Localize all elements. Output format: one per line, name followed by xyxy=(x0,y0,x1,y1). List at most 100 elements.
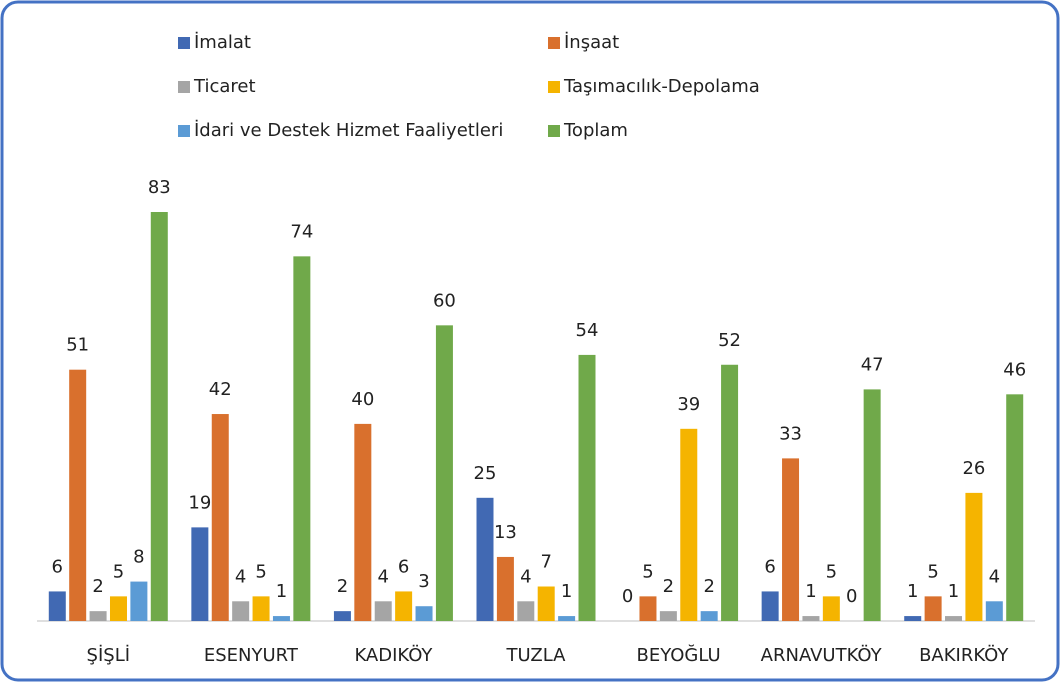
data-label: 51 xyxy=(66,335,89,356)
legend-label: Ticaret xyxy=(193,76,256,97)
data-label: 60 xyxy=(433,290,456,311)
data-label: 39 xyxy=(677,394,700,415)
data-label: 54 xyxy=(576,320,599,341)
data-label: 2 xyxy=(703,576,714,597)
bar xyxy=(48,591,66,621)
bar xyxy=(802,616,820,621)
data-label: 0 xyxy=(622,586,633,607)
bar xyxy=(985,601,1003,621)
x-tick-label: BAKIRKÖY xyxy=(919,644,1009,666)
bar xyxy=(863,389,881,621)
bar xyxy=(415,606,433,621)
bar xyxy=(680,428,698,621)
bar xyxy=(252,596,270,621)
data-label: 74 xyxy=(290,221,313,242)
bar xyxy=(130,581,148,621)
legend-swatch xyxy=(548,37,560,49)
x-tick-label: ESENYURT xyxy=(204,645,299,666)
data-label: 2 xyxy=(337,576,348,597)
data-label: 83 xyxy=(148,177,171,198)
bar xyxy=(395,591,413,621)
data-label: 0 xyxy=(846,586,857,607)
bar xyxy=(89,611,107,621)
legend-swatch xyxy=(178,81,190,93)
data-label: 19 xyxy=(188,492,211,513)
data-label: 6 xyxy=(764,556,775,577)
data-label: 7 xyxy=(540,552,551,573)
bar xyxy=(782,458,800,621)
bar xyxy=(109,596,127,621)
bar xyxy=(761,591,779,621)
x-tick-label: BEYOĞLU xyxy=(636,644,720,666)
data-label: 33 xyxy=(779,423,802,444)
data-label: 1 xyxy=(561,581,572,602)
bar xyxy=(904,616,922,621)
bar xyxy=(333,611,351,621)
data-label: 40 xyxy=(351,389,374,410)
data-label: 8 xyxy=(133,547,144,568)
data-label: 13 xyxy=(494,522,517,543)
bar xyxy=(374,601,392,621)
data-label: 2 xyxy=(92,576,103,597)
x-tick-label: ARNAVUTKÖY xyxy=(761,644,883,666)
bar xyxy=(1006,394,1024,621)
data-label: 6 xyxy=(52,556,63,577)
data-label: 4 xyxy=(378,566,389,587)
data-label: 47 xyxy=(861,354,884,375)
bar xyxy=(822,596,840,621)
data-label: 52 xyxy=(718,330,741,351)
data-label: 1 xyxy=(276,581,287,602)
bar xyxy=(578,354,596,621)
bar xyxy=(211,414,229,621)
bar xyxy=(558,616,576,621)
data-label: 46 xyxy=(1003,359,1026,380)
data-label: 1 xyxy=(907,581,918,602)
data-label: 5 xyxy=(113,561,124,582)
data-label: 5 xyxy=(927,561,938,582)
bar xyxy=(700,611,718,621)
legend-label: Taşımacılık-Depolama xyxy=(563,76,760,97)
x-tick-label: ŞİŞLİ xyxy=(87,645,131,666)
data-label: 4 xyxy=(989,566,1000,587)
bar xyxy=(150,212,168,621)
legend-label: İnşaat xyxy=(564,32,619,53)
data-label: 6 xyxy=(398,556,409,577)
x-tick-label: KADIKÖY xyxy=(354,644,433,666)
bar xyxy=(639,596,657,621)
legend-label: İmalat xyxy=(194,32,251,53)
bar xyxy=(69,369,87,621)
bar xyxy=(272,616,290,621)
legend-label: İdari ve Destek Hizmet Faaliyetleri xyxy=(194,120,503,141)
data-label: 42 xyxy=(209,379,232,400)
data-label: 2 xyxy=(663,576,674,597)
bar xyxy=(435,325,453,621)
data-label: 26 xyxy=(962,458,985,479)
legend-swatch xyxy=(548,81,560,93)
data-label: 5 xyxy=(826,561,837,582)
bar xyxy=(293,256,311,621)
bar xyxy=(232,601,250,621)
data-label: 4 xyxy=(520,566,531,587)
x-tick-label: TUZLA xyxy=(506,645,567,666)
bar xyxy=(965,492,983,621)
bar xyxy=(945,616,963,621)
legend-swatch xyxy=(548,125,560,137)
legend-label: Toplam xyxy=(563,120,628,141)
legend-swatch xyxy=(178,37,190,49)
data-label: 1 xyxy=(948,581,959,602)
data-label: 4 xyxy=(235,566,246,587)
bar xyxy=(924,596,942,621)
bar xyxy=(537,586,555,621)
legend-swatch xyxy=(178,125,190,137)
bar xyxy=(721,364,739,621)
bar xyxy=(476,497,494,621)
bar xyxy=(354,423,372,621)
data-label: 5 xyxy=(642,561,653,582)
bar xyxy=(517,601,535,621)
data-label: 5 xyxy=(255,561,266,582)
bar xyxy=(191,527,209,621)
bar xyxy=(496,556,514,621)
bar xyxy=(659,611,677,621)
data-label: 25 xyxy=(474,463,497,484)
